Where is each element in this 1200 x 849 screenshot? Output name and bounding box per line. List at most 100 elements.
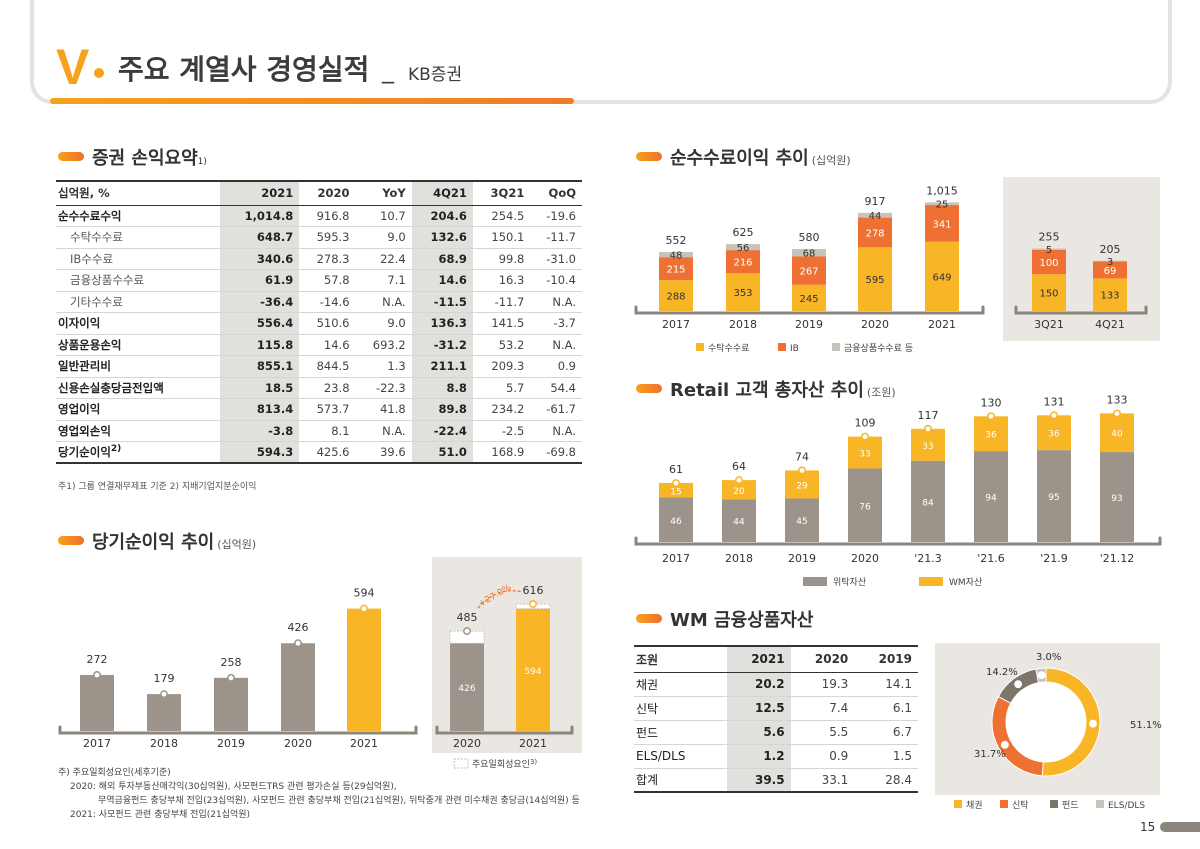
header-accent-bar	[50, 98, 574, 104]
fee-legend-label: 수탁수수료	[708, 342, 749, 354]
wm-header-row: 조원 2021 2020 2019	[634, 645, 918, 673]
fee-total-label: 552	[666, 234, 687, 247]
section-fee-title: 순수수료이익 추이 (십억원)	[636, 144, 851, 170]
fee-segment-label: 267	[799, 267, 818, 278]
retail-segment-label: 84	[922, 498, 934, 508]
fee-segment-label: 48	[670, 251, 683, 262]
notes-line: 2020: 해외 투자부동산매각익(30십억원), 사모펀드TRS 관련 평가손…	[70, 782, 397, 792]
donut-panel	[935, 643, 1160, 795]
retail-bar-segment	[848, 468, 882, 542]
pl-cell: -14.6	[299, 291, 356, 313]
wm-cell: 5.6	[726, 720, 791, 745]
retail-bar-segment	[659, 497, 693, 542]
retail-segment-label: 36	[985, 431, 997, 441]
wm-row: 채권 20.2 19.3 14.1	[634, 672, 918, 697]
retail-segment-label: 94	[985, 494, 997, 504]
wm-cell: 7.4	[790, 696, 855, 721]
fee-total-label: 917	[865, 195, 886, 208]
retail-segment-label: 29	[796, 481, 808, 491]
donut-legend-swatch	[1050, 800, 1058, 808]
wm-row: 신탁 12.5 7.4 6.1	[634, 696, 918, 721]
pl-cell: 204.6	[411, 205, 473, 227]
page-number-bar	[1160, 822, 1200, 832]
section-title-text: 당기순이익 추이	[92, 532, 215, 553]
page-title: 주요 계열사 경영실적	[118, 53, 370, 86]
net-income-bar	[347, 608, 381, 731]
pl-cell: 340.6	[220, 248, 300, 270]
fee-quarter-category-label: 3Q21	[1034, 318, 1064, 331]
wm-cell: 6.7	[854, 720, 918, 745]
retail-dot	[672, 479, 680, 487]
net-income-adj-growth-label: +27.0%	[477, 583, 514, 610]
retail-total-label: 133	[1107, 393, 1128, 406]
pl-row-label: 순수수료수익	[56, 205, 221, 227]
pl-cell: 132.6	[411, 226, 473, 249]
section-wm-title: WM 금융상품자산	[636, 606, 813, 632]
pl-cell: N.A.	[530, 334, 582, 356]
pl-row-label: 영업이익	[56, 398, 221, 421]
fee-segment-label: 353	[733, 288, 752, 299]
retail-bar-segment	[722, 499, 756, 542]
pl-cell: 22.4	[355, 248, 412, 270]
retail-legend-swatch	[919, 577, 943, 586]
fee-bar-segment	[726, 273, 760, 311]
pl-header-cell: QoQ	[530, 180, 582, 206]
pl-header-cell: 2020	[299, 180, 356, 206]
fee-quarter-segment-label: 3	[1107, 257, 1113, 268]
wm-cell: 20.2	[726, 672, 791, 697]
pl-row: 금융상품수수료 61.9 57.8 7.1 14.6 16.3 -10.4	[56, 269, 582, 292]
net-income-value-label: 594	[354, 587, 375, 600]
pl-header-cell: 2021	[220, 180, 300, 206]
pl-cell: 594.3	[220, 441, 300, 464]
section-pl-title: 증권 손익요약 1)	[58, 144, 207, 170]
donut-slice	[1035, 667, 1047, 684]
pl-header-cell: 3Q21	[472, 180, 531, 206]
section-title-text: Retail 고객 총자산 추이	[670, 380, 864, 401]
donut-legend-label: 신탁	[1012, 799, 1029, 811]
net-income-bar	[80, 674, 114, 731]
pl-cell: 916.8	[299, 205, 356, 227]
pl-row-label: 영업외손익	[56, 420, 221, 442]
donut-slice	[997, 668, 1040, 704]
fee-quarter-segment-label: 133	[1100, 291, 1119, 302]
pl-row: 영업외손익 -3.8 8.1 N.A. -22.4 -2.5 N.A.	[56, 420, 582, 442]
fee-segment-label: 341	[932, 219, 951, 230]
pl-cell: 136.3	[411, 312, 473, 335]
retail-dot	[1050, 411, 1058, 420]
pl-cell: 53.2	[472, 334, 531, 356]
net-income-axis	[58, 725, 418, 735]
section-title-text: WM 금융상품자산	[670, 610, 814, 631]
net-income-adj-growth-arrow	[477, 590, 523, 609]
retail-category-label: '21.9	[1040, 552, 1068, 565]
fee-quarter-segment-label: 150	[1039, 289, 1058, 300]
one-off-notes: 주) 주요일회성요인(세후기준) 2020: 해외 투자부동산매각익(30십억원…	[58, 766, 580, 822]
pl-cell: N.A.	[530, 291, 582, 313]
fee-quarter-bar-segment	[1032, 248, 1066, 250]
net-income-value-label: 258	[221, 656, 242, 669]
fee-quarter-segment-label: 100	[1039, 258, 1058, 269]
donut-slice-dot	[1089, 719, 1097, 728]
pl-cell: 168.9	[472, 441, 531, 464]
pl-cell: 209.3	[472, 355, 531, 378]
net-income-adj-total-label: 485	[457, 611, 478, 624]
pl-cell: 9.0	[355, 312, 412, 335]
donut-legend-label: 펀드	[1062, 800, 1079, 811]
net-income-adj-oneoff-bar	[515, 603, 551, 610]
wm-row-label: 채권	[634, 672, 727, 697]
fee-bar-segment	[858, 217, 892, 248]
pl-header-cell: 십억원, %	[56, 180, 221, 206]
section-pill-icon	[58, 152, 84, 161]
pl-cell: 573.7	[299, 398, 356, 421]
fee-legend-swatch	[832, 343, 840, 351]
retail-segment-label: 93	[1111, 494, 1122, 504]
wm-row-label: 펀드	[634, 720, 727, 745]
wm-cell: 33.1	[790, 768, 855, 793]
donut-percent-label: 14.2%	[986, 667, 1018, 678]
pl-cell: 234.2	[472, 398, 531, 421]
fee-quarter-total-label: 255	[1039, 231, 1060, 244]
donut-legend-label: ELS/DLS	[1108, 801, 1145, 811]
pl-cell: 54.4	[530, 377, 582, 399]
fee-bar-segment	[726, 244, 760, 251]
pl-cell: -31.0	[530, 248, 582, 270]
fee-category-label: 2017	[662, 318, 690, 331]
